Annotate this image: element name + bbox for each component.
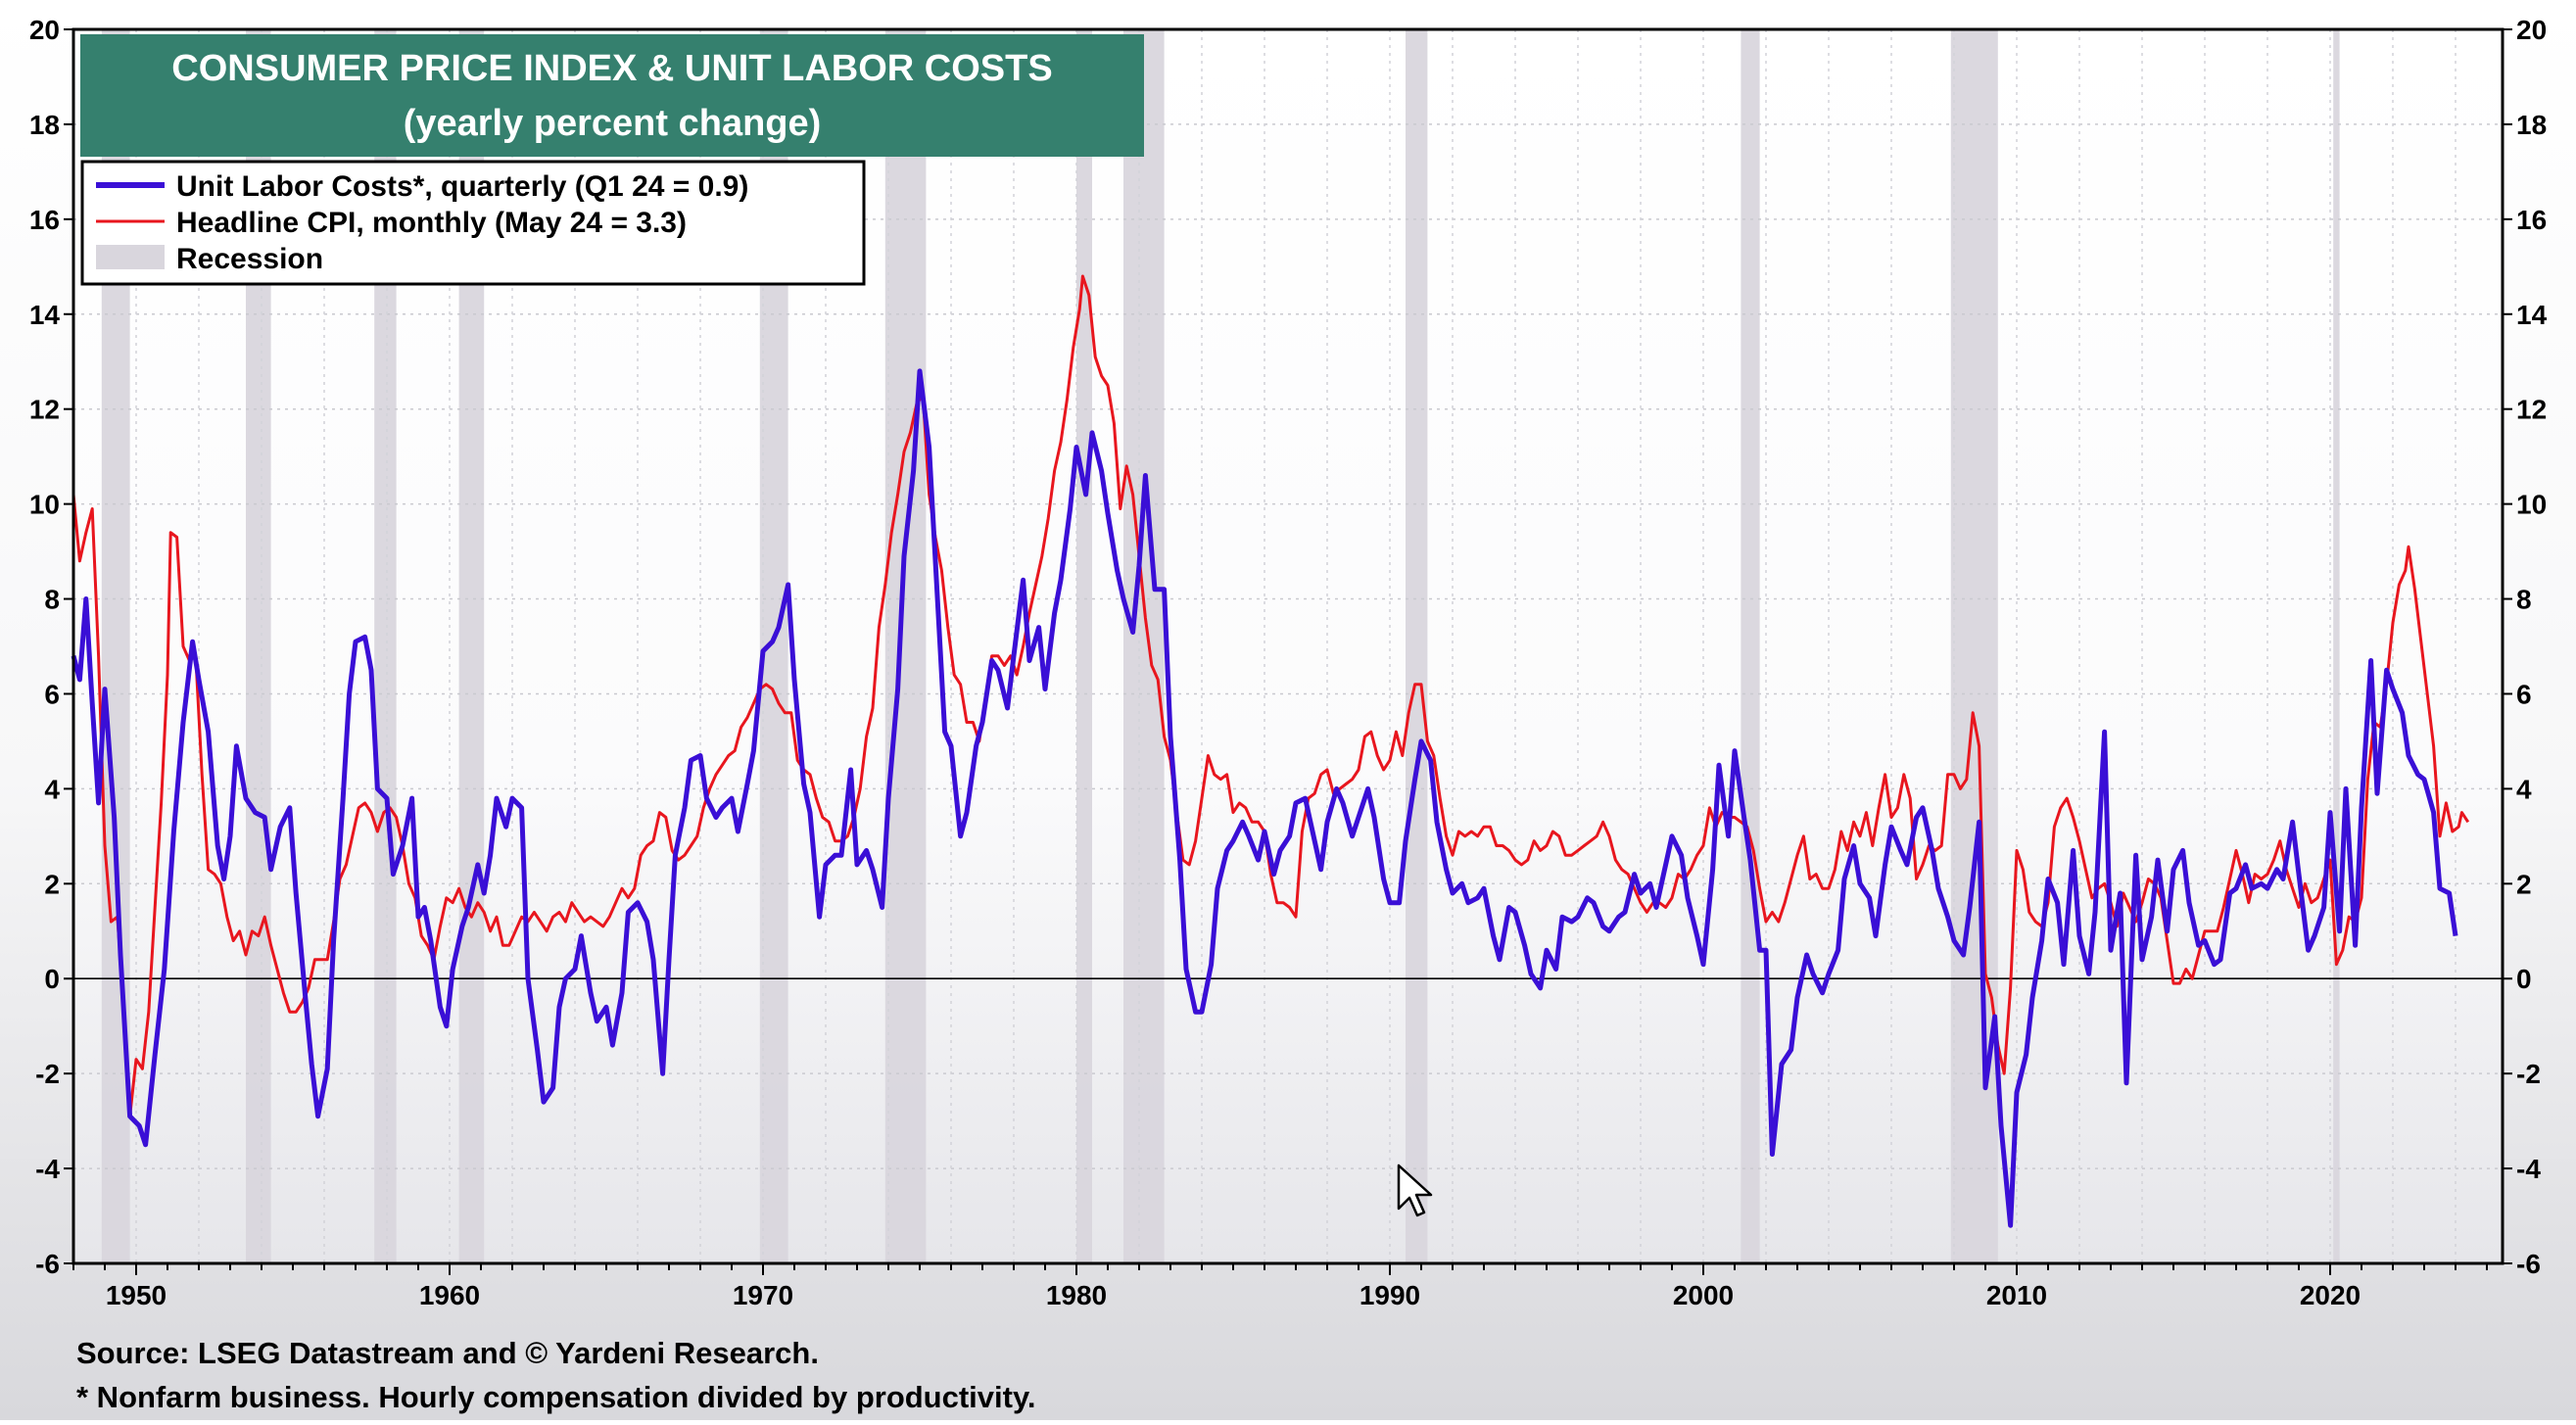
y-tick-label-right: 14 [2516, 300, 2548, 330]
y-tick-label-right: -4 [2516, 1154, 2541, 1184]
source-note: Source: LSEG Datastream and © Yardeni Re… [76, 1336, 819, 1370]
recession-band-6 [1076, 29, 1092, 1263]
recession-band-8 [1406, 29, 1428, 1263]
y-tick-label-left: 8 [44, 585, 60, 615]
series-line-headline-cpi [72, 274, 2470, 1118]
x-tick-label: 2000 [1673, 1280, 1734, 1310]
y-tick-label-left: 20 [29, 15, 60, 45]
y-tick-label-left: -2 [35, 1059, 60, 1089]
y-tick-label-right: 4 [2516, 774, 2532, 804]
y-tick-label-right: 6 [2516, 679, 2532, 709]
x-tick-label: 1960 [419, 1280, 480, 1310]
y-tick-label-right: 16 [2516, 205, 2547, 235]
legend-label-headline-cpi: Headline CPI, monthly (May 24 = 3.3) [176, 207, 687, 239]
y-tick-label-right: -6 [2516, 1249, 2541, 1279]
y-tick-label-right: 10 [2516, 490, 2547, 520]
y-tick-label-right: 12 [2516, 395, 2547, 425]
y-axis-left: -6 -4 -2 0 2 4 6 8 10 12 14 16 18 20 [29, 15, 73, 1279]
y-tick-label-left: 12 [29, 395, 60, 425]
y-tick-label-right: 2 [2516, 869, 2532, 899]
recession-band-10 [1950, 29, 1998, 1263]
legend-box [80, 160, 866, 286]
chart-title: CONSUMER PRICE INDEX & UNIT LABOR COSTS [171, 48, 1052, 89]
x-tick-label: 2010 [1986, 1280, 2047, 1310]
recession-band-5 [884, 29, 927, 1263]
x-tick-label: 2020 [2300, 1280, 2361, 1310]
y-tick-label-right: 8 [2516, 585, 2532, 615]
y-tick-label-left: -6 [35, 1249, 60, 1279]
legend-label-recession: Recession [176, 243, 323, 275]
title-background [80, 34, 1144, 157]
y-tick-label-right: 20 [2516, 15, 2547, 45]
y-tick-label-left: 4 [44, 774, 60, 804]
x-tick-label: 1980 [1046, 1280, 1107, 1310]
x-tick-label: 1950 [106, 1280, 167, 1310]
y-tick-label-left: 14 [29, 300, 61, 330]
y-tick-label-left: 0 [44, 964, 60, 994]
recession-band-7 [1123, 29, 1165, 1263]
series-lines [71, 274, 2470, 1228]
y-tick-label-left: -4 [35, 1154, 60, 1184]
x-tick-label: 1990 [1360, 1280, 1420, 1310]
y-axis-right: -6 -4 -2 0 2 4 6 8 10 12 14 16 18 20 [2503, 15, 2548, 1279]
recession-band-9 [1741, 29, 1760, 1263]
y-tick-label-left: 10 [29, 490, 60, 520]
y-tick-label-left: 16 [29, 205, 60, 235]
title-box: CONSUMER PRICE INDEX & UNIT LABOR COSTS … [80, 34, 1144, 157]
y-tick-label-left: 6 [44, 679, 60, 709]
legend: Unit Labor Costs*, quarterly (Q1 24 = 0.… [80, 160, 866, 286]
plot-frame [72, 27, 2504, 1265]
y-tick-label-left: 18 [29, 110, 60, 140]
recession-band-2 [374, 29, 397, 1263]
legend-label-unit-labor-costs: Unit Labor Costs*, quarterly (Q1 24 = 0.… [176, 170, 748, 203]
y-tick-label-right: 0 [2516, 964, 2532, 994]
y-tick-label-left: 2 [44, 869, 60, 899]
y-tick-label-right: 18 [2516, 110, 2547, 140]
y-tick-label-right: -2 [2516, 1059, 2541, 1089]
x-tick-label: 1970 [733, 1280, 793, 1310]
legend-swatch-recession [96, 245, 165, 269]
footnote: * Nonfarm business. Hourly compensation … [76, 1380, 1036, 1414]
chart-subtitle: (yearly percent change) [404, 103, 822, 144]
recession-band-11 [2333, 29, 2340, 1263]
mouse-cursor-icon [1397, 1164, 1433, 1217]
series-line-unit-labor-costs [71, 368, 2458, 1228]
x-axis: 1950 1960 1970 1980 1990 2000 2010 2020 [72, 1263, 2488, 1310]
